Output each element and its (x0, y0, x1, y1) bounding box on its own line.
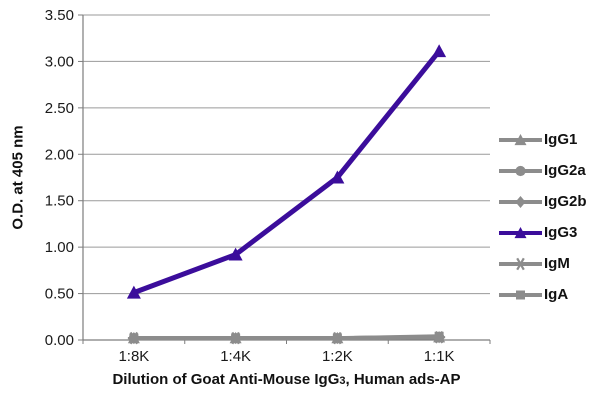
legend-marker-triangle-icon (499, 226, 542, 238)
legend: IgG1 IgG2a IgG2b IgG3 IgM IgA (497, 131, 587, 317)
legend-item-IgM: IgM (497, 255, 587, 272)
diamond-marker (515, 195, 526, 208)
square-marker (516, 290, 525, 299)
y-tick-label: 1.00 (45, 239, 74, 256)
series-line (133, 334, 440, 341)
legend-item-IgA: IgA (497, 286, 587, 303)
square-marker (129, 333, 139, 343)
legend-marker-square-icon (499, 290, 542, 299)
legend-marker-diamond-icon (499, 195, 542, 208)
triangle-marker (432, 44, 447, 58)
legend-item-IgG3: IgG3 (497, 224, 587, 241)
triangle-marker (514, 133, 527, 145)
x-axis-title-subscript: 3 (339, 375, 346, 387)
y-tick-label: 3.50 (45, 7, 74, 24)
y-tick-label: 0.00 (45, 332, 74, 349)
legend-marker-triangle-icon (499, 133, 542, 145)
x-axis-title-text: Dilution of Goat Anti-Mouse IgG (112, 371, 340, 388)
legend-marker-circle-icon (499, 165, 542, 176)
y-tick-label: 0.50 (45, 286, 74, 303)
square-marker (332, 333, 342, 343)
x-axis-title: Dilution of Goat Anti-Mouse IgG3, Human … (83, 371, 490, 388)
triangle-marker (228, 247, 243, 261)
y-tick-label: 1.50 (45, 193, 74, 210)
legend-label: IgG2b (544, 193, 587, 210)
triangle-marker (126, 285, 141, 299)
x-tick-label: 1:4K (220, 348, 251, 365)
square-marker (231, 333, 241, 343)
y-tick-label: 3.00 (45, 53, 74, 70)
legend-label: IgA (544, 286, 569, 303)
y-tick-label: 2.50 (45, 100, 74, 117)
x-tick-label: 1:1K (424, 348, 455, 365)
legend-marker-asterisk-icon (499, 257, 542, 270)
square-marker (434, 331, 444, 341)
series-IgA (129, 331, 444, 343)
legend-label: IgG1 (544, 131, 578, 148)
series-IgG3 (126, 44, 447, 299)
triangle-marker (330, 170, 345, 184)
x-axis-title-suffix: , Human ads-AP (345, 371, 461, 388)
legend-label: IgG3 (544, 224, 578, 241)
triangle-marker (514, 226, 527, 238)
series-line (132, 49, 442, 295)
legend-item-IgG2a: IgG2a (497, 162, 587, 179)
legend-label: IgM (544, 255, 570, 272)
legend-item-IgG2b: IgG2b (497, 193, 587, 210)
x-tick-label: 1:2K (322, 348, 353, 365)
legend-item-IgG1: IgG1 (497, 131, 587, 148)
y-axis-title: O.D. at 405 nm (9, 125, 27, 230)
circle-marker (515, 165, 526, 176)
y-tick-label: 2.00 (45, 146, 74, 163)
x-tick-label: 1:8K (118, 348, 149, 365)
legend-label: IgG2a (544, 162, 586, 179)
